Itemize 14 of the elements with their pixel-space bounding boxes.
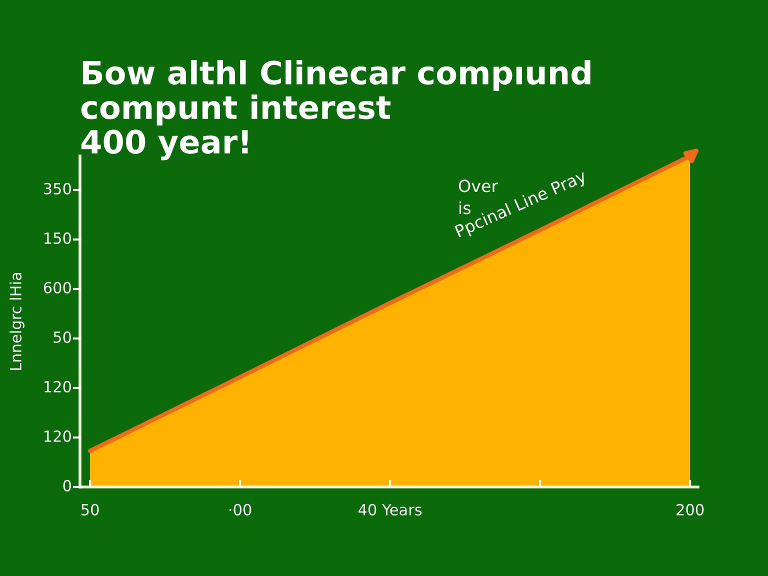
text: 350: [44, 182, 71, 194]
text: 120: [44, 430, 71, 442]
x-tick-label: 200: [676, 504, 704, 516]
annotation: Over: [458, 180, 498, 192]
x-tick-label: 40 Years: [358, 504, 422, 516]
chart-title: Бow althl Clinecar compıund compunt interest 400 year!: [81, 60, 590, 160]
x-tick-label: ·00: [230, 504, 252, 516]
x-tick-label: 50: [82, 504, 99, 516]
text: 120: [44, 380, 71, 392]
text: 150: [44, 232, 71, 244]
text: 0: [63, 480, 71, 492]
text: 600: [44, 282, 71, 294]
text: 50: [54, 331, 71, 343]
y-axis-title: Lnnelgrc lHia: [10, 273, 24, 370]
